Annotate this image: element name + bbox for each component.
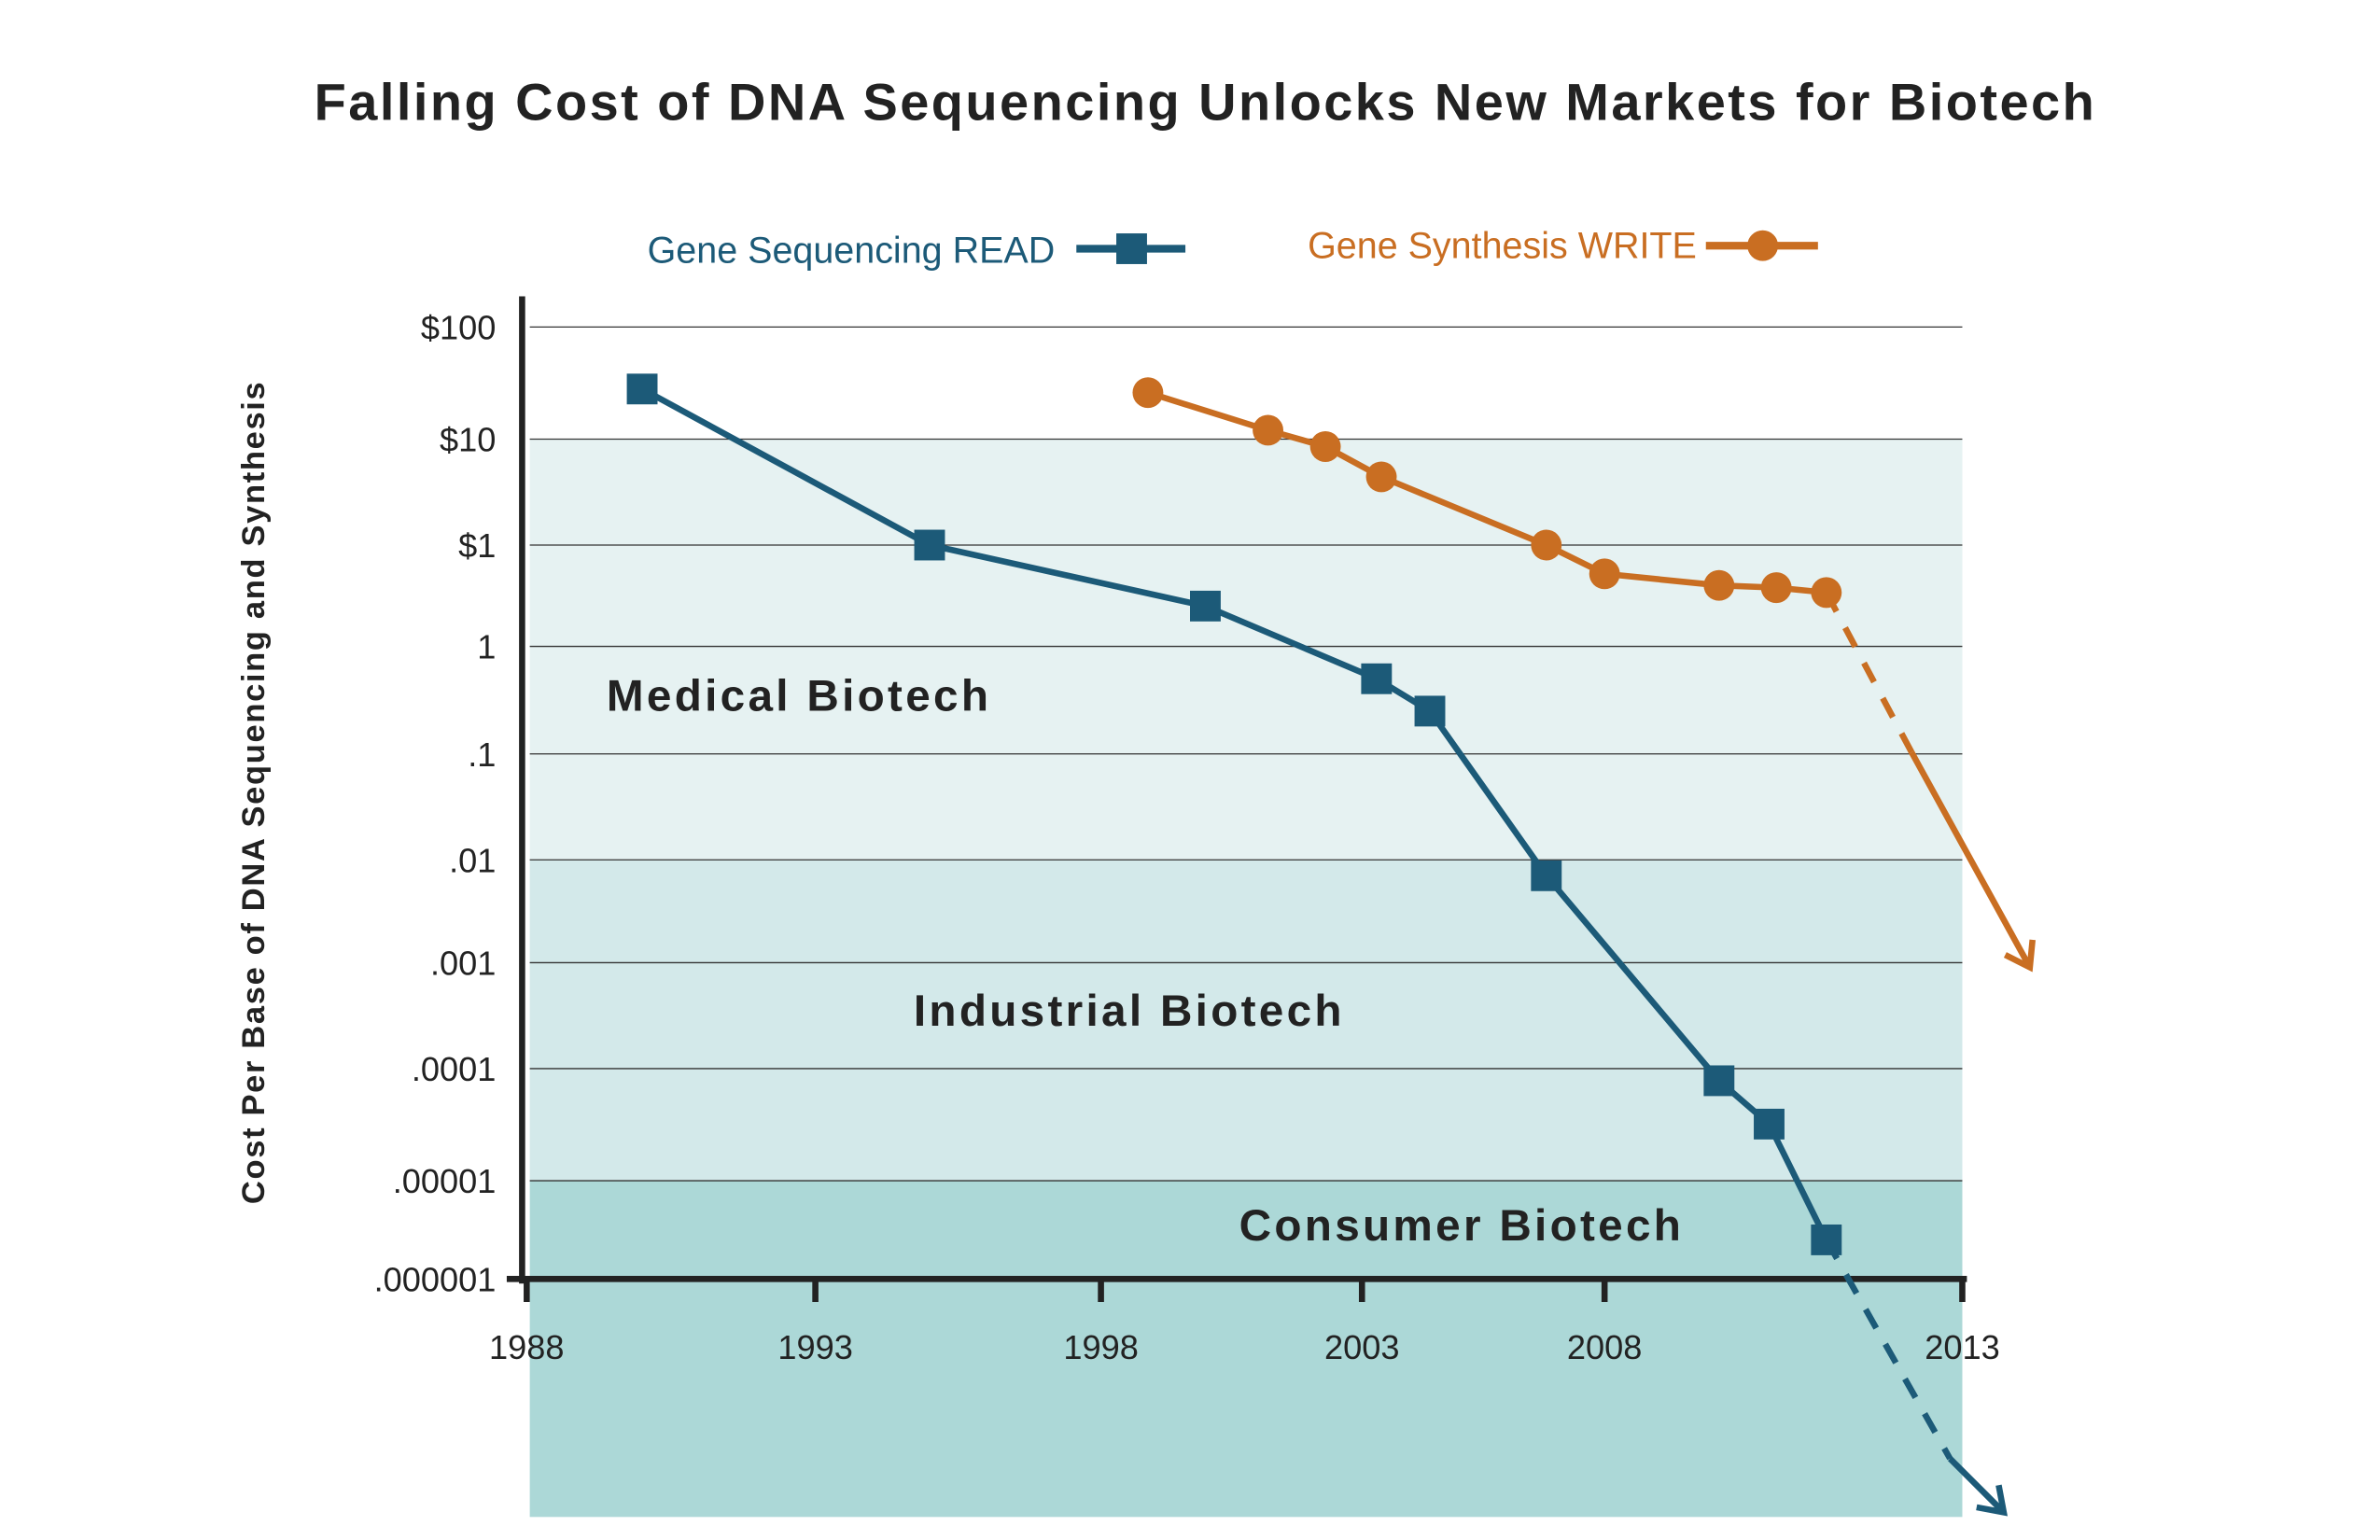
x-tick-label: 1993 — [777, 1328, 853, 1366]
y-tick-label: .001 — [430, 945, 496, 983]
y-tick-label: $10 — [440, 421, 496, 459]
x-tick-label: 1988 — [489, 1328, 565, 1366]
y-tick-label: 1 — [477, 628, 496, 666]
data-point-square — [626, 373, 658, 405]
zone-band — [529, 1181, 1963, 1518]
series-write — [1132, 377, 2036, 973]
trend-dashed-line — [1823, 591, 1915, 754]
y-tick-label: $1 — [458, 526, 496, 565]
data-point-square — [1414, 695, 1446, 727]
data-point-square — [1754, 1108, 1785, 1140]
y-tick-label: .1 — [468, 735, 496, 774]
data-point-circle — [1811, 577, 1842, 609]
legend-circle-marker-icon — [1747, 230, 1779, 261]
data-point-circle — [1703, 569, 1735, 601]
data-point-square — [1703, 1065, 1735, 1097]
x-tick-label: 2013 — [1925, 1328, 2000, 1366]
axes: $100 $10 $1 1 .1 .01 .001 .0001 .00001 .000001 198… — [374, 296, 2000, 1366]
zone-label: Industrial Biotech — [914, 987, 1345, 1036]
data-point-square — [1531, 860, 1562, 891]
legend-label-write: Gene Synthesis WRITE — [1308, 225, 1697, 266]
zone-band — [529, 439, 1963, 861]
zone-label: Medical Biotech — [607, 672, 991, 721]
trend-solid-line — [1947, 1456, 2007, 1515]
data-point-circle — [1365, 461, 1397, 493]
zone-label: Consumer Biotech — [1239, 1201, 1685, 1251]
data-point-circle — [1760, 572, 1792, 604]
data-point-square — [914, 529, 945, 561]
zone-labels: Medical Biotech Industrial Biotech Consume… — [607, 672, 1685, 1252]
legend-label-read: Gene Sequencing READ — [648, 230, 1056, 271]
chart-title: Falling Cost of DNA Sequencing Unlocks N… — [315, 72, 2097, 131]
legend: Gene Sequencing READ Gene Synthesis WRITE — [648, 225, 1818, 271]
data-point-square — [1811, 1224, 1842, 1255]
y-tick-label: $100 — [421, 309, 497, 347]
x-tick-label: 1998 — [1063, 1328, 1139, 1366]
data-point-circle — [1531, 529, 1562, 561]
trend-arrowhead-icon — [1976, 1484, 2009, 1517]
data-point-circle — [1309, 431, 1341, 462]
legend-square-marker-icon — [1116, 233, 1147, 264]
trend-arrowhead-icon — [2003, 939, 2036, 973]
series-layer — [626, 373, 2036, 1517]
data-point-square — [1361, 663, 1393, 694]
data-point-circle — [1253, 414, 1284, 446]
trend-solid-line — [1909, 750, 2033, 969]
x-tick-label: 2003 — [1324, 1328, 1400, 1366]
data-point-circle — [1132, 377, 1164, 409]
series-read — [626, 373, 2009, 1517]
y-tick-label: .00001 — [393, 1162, 497, 1200]
trend-dashed-line — [1823, 1238, 1953, 1461]
data-point-square — [1190, 590, 1221, 622]
y-axis-label: Cost Per Base of DNA Sequencing and Synt… — [236, 381, 272, 1205]
x-tick-label: 2008 — [1567, 1328, 1643, 1366]
zone-band — [529, 860, 1963, 1182]
zone-bands — [529, 439, 1963, 1518]
y-tick-label: .000001 — [374, 1260, 497, 1298]
data-point-circle — [1589, 558, 1620, 590]
y-tick-label: .01 — [449, 841, 496, 879]
y-tick-label: .0001 — [412, 1050, 497, 1088]
